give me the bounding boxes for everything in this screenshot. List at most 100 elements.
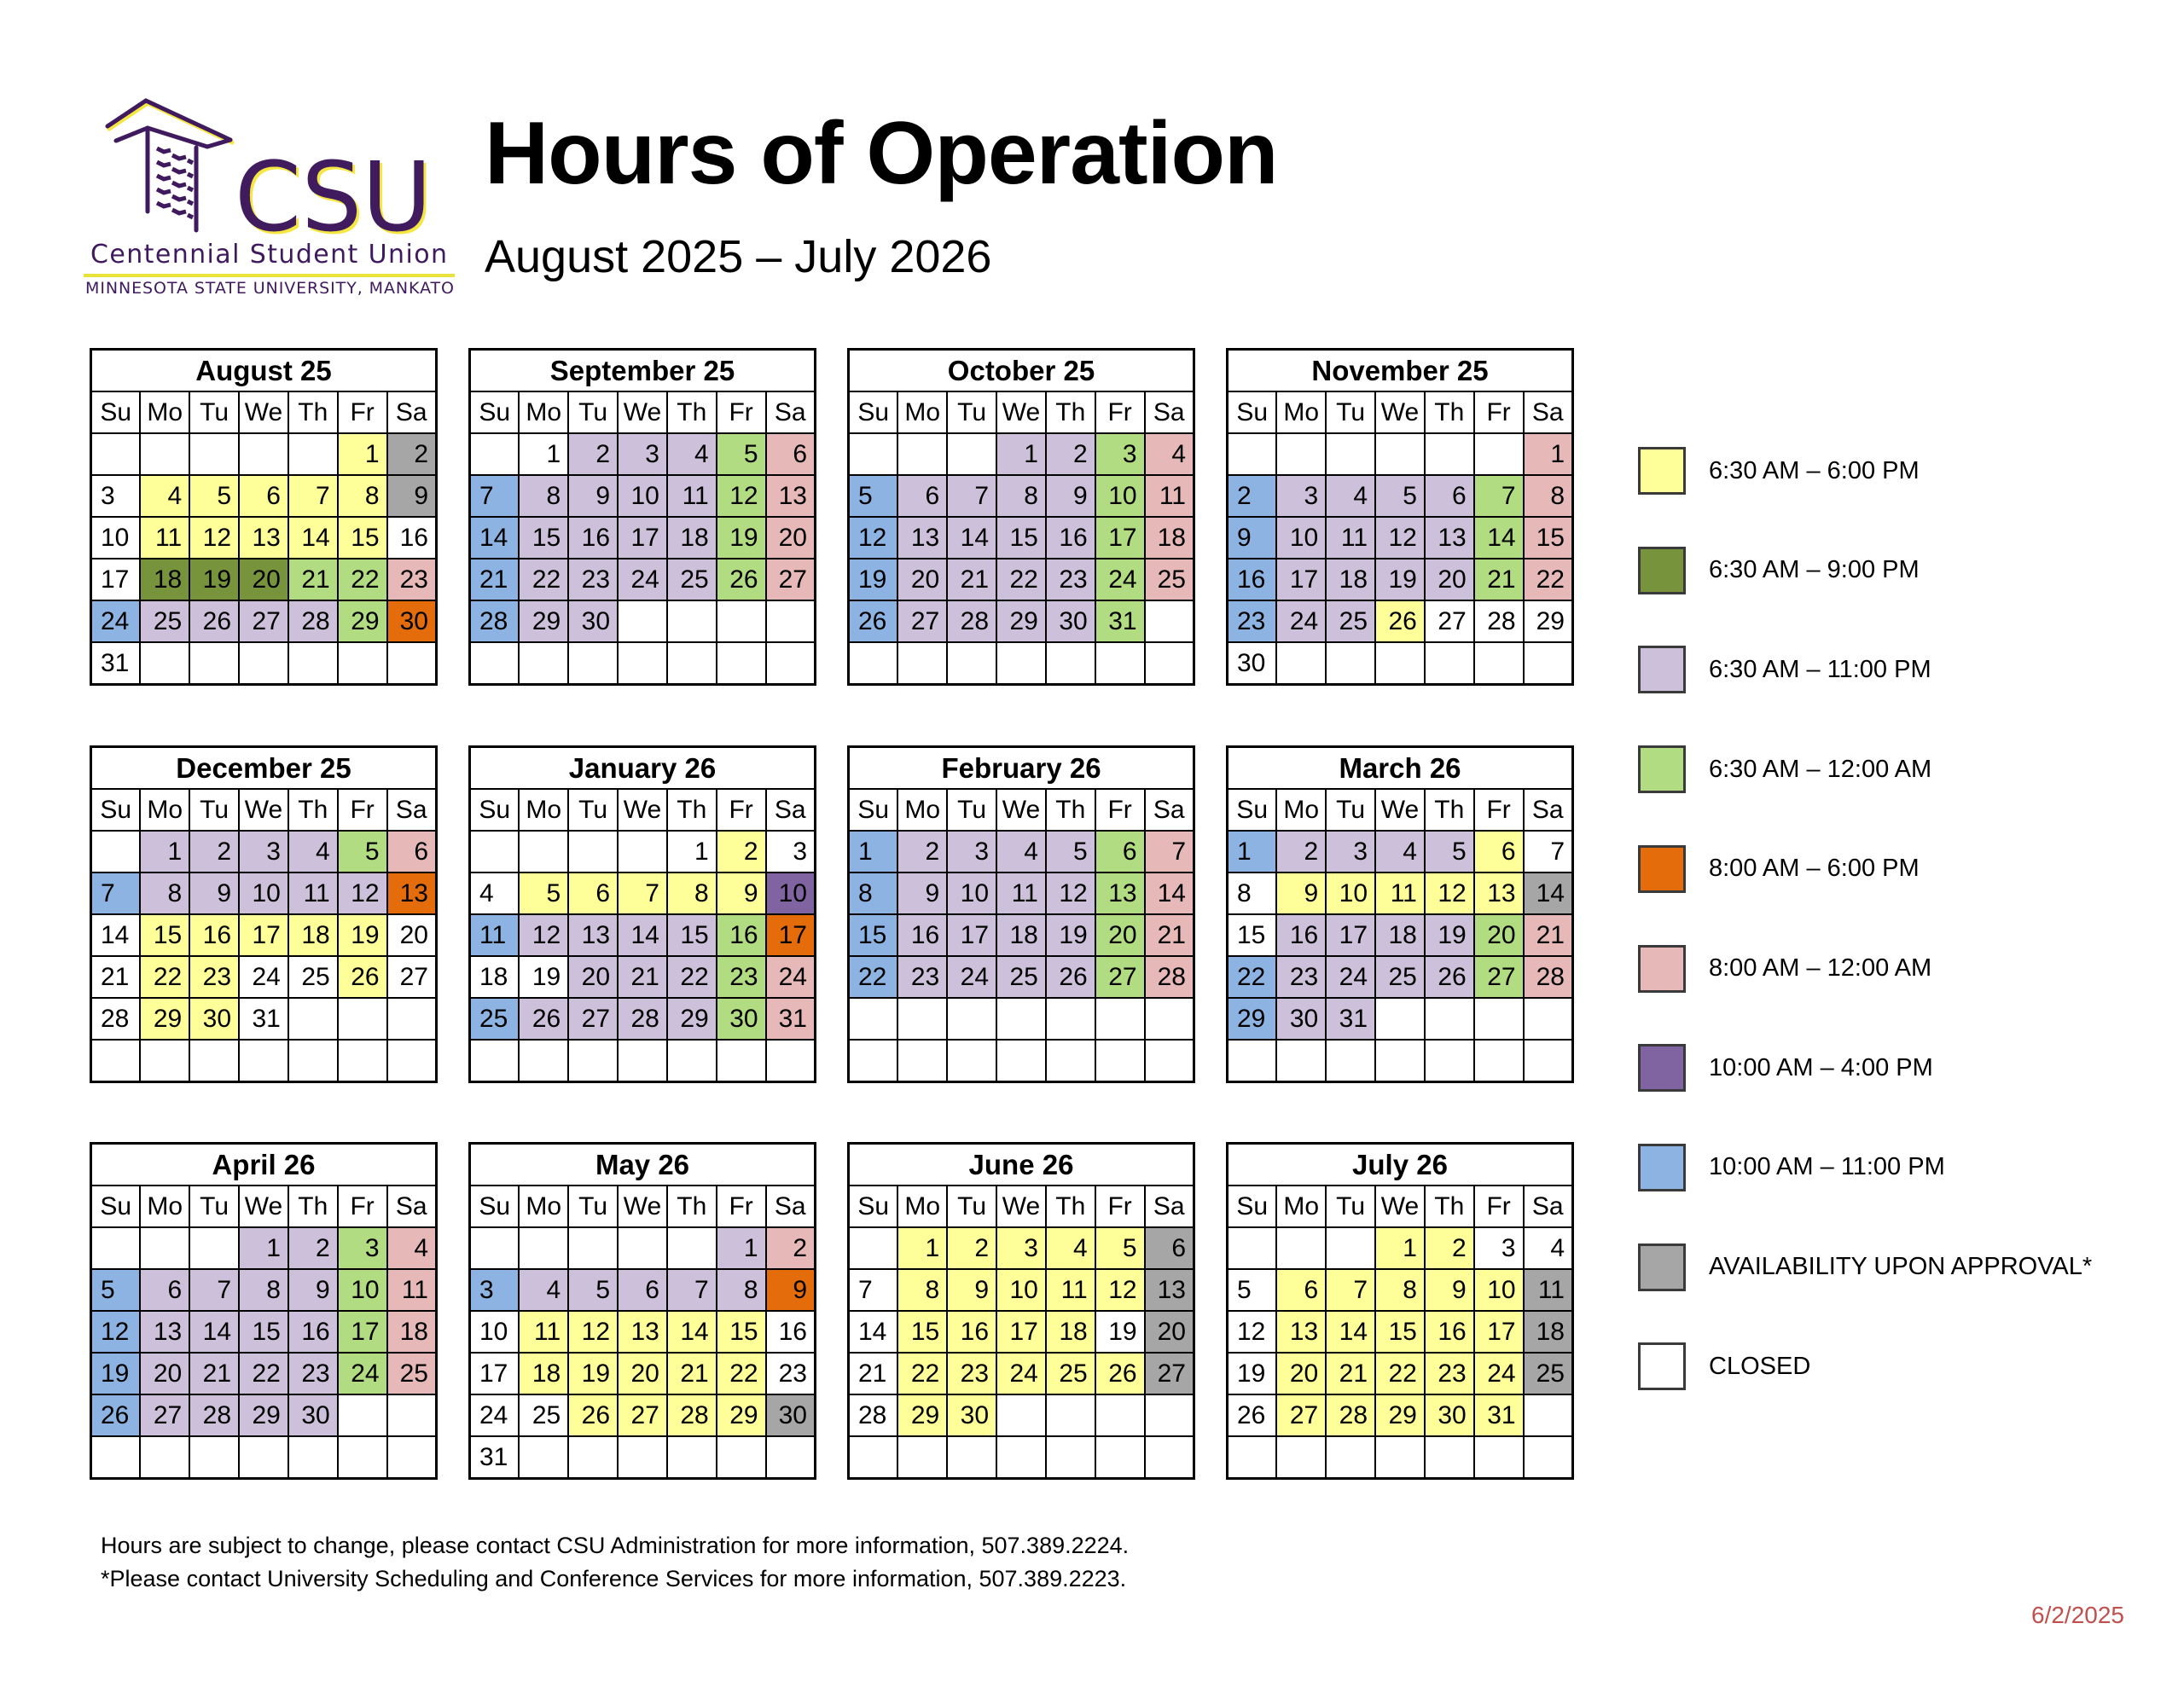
empty-cell	[1275, 432, 1327, 476]
day-cell: 7	[847, 1268, 899, 1312]
day-cell: 13	[139, 1310, 191, 1354]
weekday-header: We	[617, 391, 668, 434]
day-cell: 8	[996, 474, 1047, 518]
empty-cell	[139, 432, 191, 476]
day-cell: 11	[468, 913, 520, 957]
weekday-header: Tu	[567, 391, 619, 434]
week-row: 15 16 17 18 19 20 21	[847, 913, 1195, 957]
day-cell: 12	[90, 1310, 142, 1354]
day-cell: 5	[1374, 474, 1426, 518]
day-cell: 30	[764, 1394, 816, 1437]
weekday-header: Th	[1044, 788, 1096, 832]
weekday-header: Mo	[518, 788, 570, 832]
empty-cell	[468, 641, 520, 686]
empty-cell	[518, 1435, 570, 1480]
empty-cell	[946, 997, 998, 1041]
empty-cell	[617, 600, 668, 643]
day-cell: 11	[139, 516, 191, 559]
day-cell: 20	[238, 558, 289, 601]
month-calendar: August 25 Su Mo Tu We Th Fr Sa 1 2 3 4 5 6 7 8 9 10 11 12 13…	[90, 348, 438, 686]
day-cell: 3	[1275, 474, 1327, 518]
day-cell: 4	[665, 432, 717, 476]
empty-cell	[1423, 432, 1475, 476]
empty-cell	[468, 1226, 520, 1270]
weekday-header: Mo	[897, 788, 949, 832]
empty-cell	[238, 432, 289, 476]
empty-cell	[1094, 1435, 1146, 1480]
day-cell: 10	[1472, 1268, 1525, 1312]
day-cell: 28	[1522, 955, 1574, 999]
day-cell: 22	[897, 1352, 949, 1395]
day-cell: 9	[287, 1268, 339, 1312]
day-cell: 18	[518, 1352, 570, 1395]
empty-cell	[847, 997, 899, 1041]
weekday-header: Fr	[1094, 391, 1146, 434]
day-cell: 20	[764, 516, 816, 559]
weekday-header: Su	[90, 1185, 142, 1228]
week-row: 7 8 9 10 11 12 13	[468, 474, 816, 518]
day-cell: 2	[386, 432, 438, 476]
empty-cell	[665, 1039, 717, 1083]
empty-cell	[189, 641, 241, 686]
week-row: 12 13 14 15 16 17 18	[847, 516, 1195, 559]
day-cell: 18	[1522, 1310, 1574, 1354]
day-cell: 13	[386, 872, 438, 915]
day-cell: 5	[567, 1268, 619, 1312]
week-row: 29 30 31	[1226, 997, 1574, 1041]
day-cell: 17	[946, 913, 998, 957]
empty-cell	[139, 1226, 191, 1270]
day-cell: 22	[518, 558, 570, 601]
weekday-header: We	[238, 788, 289, 832]
day-cell: 24	[1472, 1352, 1525, 1395]
day-cell: 12	[1094, 1268, 1146, 1312]
day-cell: 15	[715, 1310, 767, 1354]
empty-cell	[1143, 641, 1195, 686]
weekday-header: We	[996, 1185, 1047, 1228]
week-row: 12 13 14 15 16 17 18	[1226, 1310, 1574, 1354]
week-row: 5 6 7 8 9 10 11	[1226, 1268, 1574, 1312]
empty-cell	[897, 432, 949, 476]
day-cell: 14	[287, 516, 339, 559]
weekday-header: Sa	[1143, 1185, 1195, 1228]
empty-cell	[715, 1039, 767, 1083]
page-title: Hours of Operation	[485, 104, 1279, 203]
week-row: 19 20 21 22 23 24 25	[90, 1352, 438, 1395]
empty-cell	[1226, 432, 1278, 476]
day-cell: 16	[386, 516, 438, 559]
empty-cell	[946, 432, 998, 476]
day-cell: 7	[189, 1268, 241, 1312]
day-cell: 21	[847, 1352, 899, 1395]
day-cell: 31	[1472, 1394, 1525, 1437]
empty-cell	[90, 1435, 142, 1480]
weekday-header: We	[617, 788, 668, 832]
empty-cell	[1522, 1039, 1574, 1083]
weekday-header: Mo	[897, 391, 949, 434]
day-cell: 14	[90, 913, 142, 957]
empty-cell	[468, 1039, 520, 1083]
day-cell: 27	[1423, 600, 1475, 643]
weekday-header: Tu	[946, 788, 998, 832]
empty-cell	[287, 1039, 339, 1083]
day-cell: 19	[1374, 558, 1426, 601]
day-cell: 19	[336, 913, 388, 957]
legend-label: CLOSED	[1709, 1352, 1811, 1380]
day-cell: 19	[90, 1352, 142, 1395]
day-cell: 19	[189, 558, 241, 601]
weekday-header: Th	[665, 1185, 717, 1228]
day-cell: 12	[1226, 1310, 1278, 1354]
legend-item: 6:30 AM – 9:00 PM	[1638, 546, 1920, 595]
day-cell: 8	[847, 872, 899, 915]
day-cell: 13	[1472, 872, 1525, 915]
week-row: 24 25 26 27 28 29 30	[468, 1394, 816, 1437]
day-cell: 19	[1226, 1352, 1278, 1395]
empty-cell	[1094, 1039, 1146, 1083]
day-cell: 17	[238, 913, 289, 957]
day-cell: 11	[1325, 516, 1377, 559]
month-title: June 26	[847, 1142, 1195, 1186]
day-cell: 2	[764, 1226, 816, 1270]
day-cell: 18	[287, 913, 339, 957]
day-cell: 15	[897, 1310, 949, 1354]
week-row	[90, 1039, 438, 1083]
day-cell: 18	[996, 913, 1047, 957]
